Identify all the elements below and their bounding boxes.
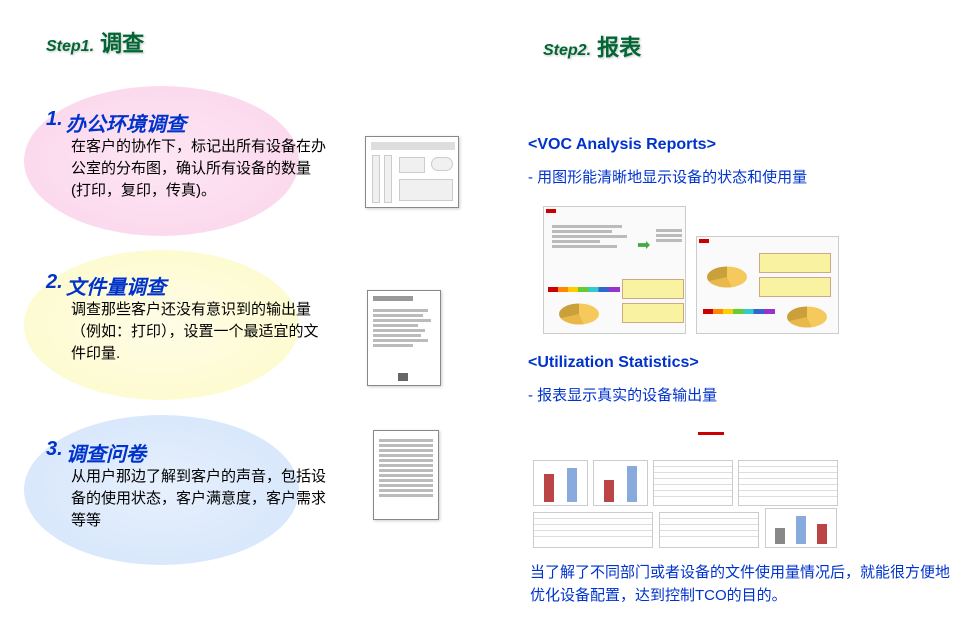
section2-num: 2.	[46, 271, 63, 294]
section2-title: 文件量调查	[66, 271, 166, 300]
voc-report-right	[696, 236, 839, 334]
step1-title: 调查	[100, 31, 144, 56]
section3-title: 调查问卷	[66, 438, 146, 467]
step2-title: 报表	[597, 35, 641, 60]
thumb-floorplan	[365, 136, 459, 208]
thumb-questionnaire	[373, 430, 439, 520]
section1-num: 1.	[46, 108, 63, 131]
voc-bullet: - 用图形能清晰地显示设备的状态和使用量	[528, 166, 807, 187]
section1-body: 在客户的协作下，标记出所有设备在办公室的分布图，确认所有设备的数量 (打印，复印…	[71, 136, 331, 201]
step2-prefix: Step2.	[543, 42, 591, 59]
step1-prefix: Step1.	[46, 38, 94, 55]
section3-num: 3.	[46, 438, 63, 461]
footer-note: 当了解了不同部门或者设备的文件使用量情况后，就能很方便地优化设备配置，达到控制T…	[530, 562, 950, 607]
section2-body: 调查那些客户还没有意识到的输出量（例如：打印），设置一个最适宜的文件印量.	[71, 299, 331, 364]
step1-heading: Step1. 调查	[46, 26, 144, 58]
thumb-report-doc	[367, 290, 441, 386]
voc-report-left: ➡	[543, 206, 686, 334]
util-bullet: - 报表显示真实的设备输出量	[528, 384, 717, 405]
voc-heading: <VOC Analysis Reports>	[528, 136, 716, 154]
step2-heading: Step2. 报表	[543, 30, 641, 62]
util-reports-area	[533, 430, 843, 550]
section1-title: 办公环境调查	[66, 108, 186, 137]
section3-body: 从用户那边了解到客户的声音，包括设备的使用状态，客户满意度，客户需求等等	[71, 466, 331, 531]
util-heading: <Utilization Statistics>	[528, 354, 699, 372]
